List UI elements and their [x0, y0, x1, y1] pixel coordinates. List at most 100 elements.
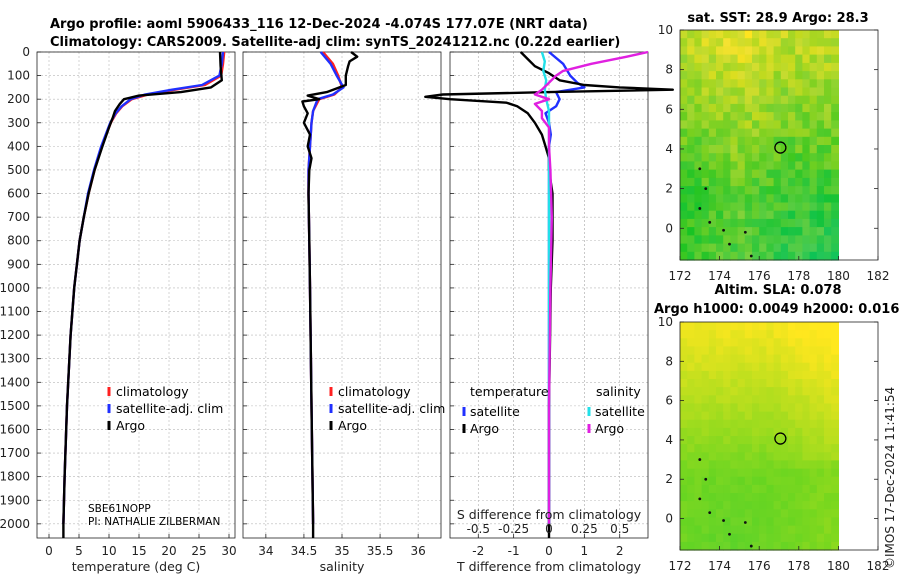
- map-cell: [824, 79, 832, 89]
- map-cell: [708, 210, 717, 220]
- map-cell: [802, 403, 811, 413]
- map-cell: [759, 103, 767, 113]
- map-cell: [780, 62, 789, 72]
- map-cell: [773, 346, 782, 356]
- map-cell: [802, 354, 811, 364]
- map-cell: [766, 62, 775, 72]
- map-cell: [809, 251, 818, 261]
- map-cell: [744, 541, 753, 551]
- island-marker: [722, 519, 725, 522]
- map-cell: [687, 541, 695, 551]
- map-cell: [744, 444, 753, 453]
- map-cell: [687, 235, 695, 245]
- map-cell: [795, 501, 803, 510]
- map-cell: [831, 370, 839, 380]
- map-cell: [802, 346, 811, 356]
- map-cell: [737, 517, 746, 527]
- map-cell: [744, 235, 753, 245]
- map-cell: [795, 79, 803, 89]
- map-cell: [773, 251, 782, 261]
- map-cell: [694, 95, 703, 105]
- map-cell: [831, 411, 839, 421]
- map-cell: [802, 38, 811, 47]
- map-cell: [780, 338, 789, 347]
- map-cell: [737, 136, 746, 146]
- map-cell: [816, 202, 825, 212]
- map-cell: [680, 54, 688, 64]
- map-cell: [687, 484, 695, 494]
- map-cell: [831, 403, 839, 413]
- map-cell: [824, 322, 832, 331]
- island-marker: [749, 254, 753, 258]
- map-cell: [824, 460, 832, 470]
- map-cell: [780, 484, 789, 494]
- map-cell: [788, 362, 796, 372]
- map-cell: [687, 136, 695, 146]
- map-cell: [701, 541, 710, 551]
- map-cell: [802, 62, 811, 72]
- map-cell: [780, 403, 789, 413]
- map-cell: [716, 501, 724, 510]
- map-cell: [701, 210, 710, 220]
- map-cell: [708, 202, 717, 212]
- map-cell: [752, 128, 760, 138]
- map-frame: [679, 321, 879, 551]
- map-cell: [701, 71, 710, 80]
- map-cell: [716, 476, 724, 486]
- map-cell: [716, 370, 724, 380]
- map-cell: [831, 330, 839, 339]
- map-cell: [680, 362, 688, 372]
- map-cell: [780, 427, 789, 437]
- map-cell: [802, 210, 811, 220]
- map-cell: [831, 62, 839, 72]
- map-cell: [680, 243, 688, 253]
- map-cell: [680, 338, 688, 347]
- map-cell: [780, 330, 789, 339]
- island-marker: [698, 497, 702, 501]
- map-cell: [723, 330, 731, 339]
- map-cell: [780, 354, 789, 364]
- map-cell: [809, 112, 818, 121]
- map-cell: [708, 62, 717, 72]
- map-cell: [773, 210, 782, 220]
- map-cell: [680, 346, 688, 356]
- x-tick-label: 178: [787, 559, 810, 573]
- y-tick-label: 1300: [0, 352, 30, 366]
- map-cell: [708, 362, 717, 372]
- map-cell: [824, 411, 832, 421]
- map-cell: [809, 38, 818, 47]
- map-cell: [701, 346, 710, 356]
- map-cell: [694, 517, 703, 527]
- map-cell: [752, 218, 760, 228]
- y-tick-label: 400: [7, 139, 30, 153]
- map-cell: [831, 112, 839, 121]
- map-cell: [780, 177, 789, 187]
- map-cell: [788, 419, 796, 429]
- map-cell: [824, 136, 832, 146]
- map-cell: [687, 54, 695, 64]
- map-cell: [716, 218, 724, 228]
- map-cell: [730, 427, 739, 437]
- map-cell: [723, 419, 731, 429]
- map-cell: [809, 452, 818, 461]
- map-cell: [687, 322, 695, 331]
- map-cell: [701, 153, 710, 162]
- map-cell: [737, 235, 746, 245]
- map-cell: [752, 177, 760, 187]
- map-cell: [744, 411, 753, 421]
- map-cell: [759, 54, 767, 64]
- map-cell: [795, 387, 803, 396]
- map-cell: [759, 30, 767, 39]
- map-cell: [723, 379, 731, 388]
- map-cell: [831, 177, 839, 187]
- map-cell: [752, 403, 760, 413]
- map-cell: [694, 509, 703, 518]
- map-cell: [773, 370, 782, 380]
- map-cell: [824, 161, 832, 171]
- map-cell: [816, 79, 825, 89]
- map-cell: [737, 501, 746, 510]
- map-cell: [802, 30, 811, 39]
- map-cell: [687, 517, 695, 527]
- map-cell: [680, 403, 688, 413]
- map-cell: [831, 95, 839, 105]
